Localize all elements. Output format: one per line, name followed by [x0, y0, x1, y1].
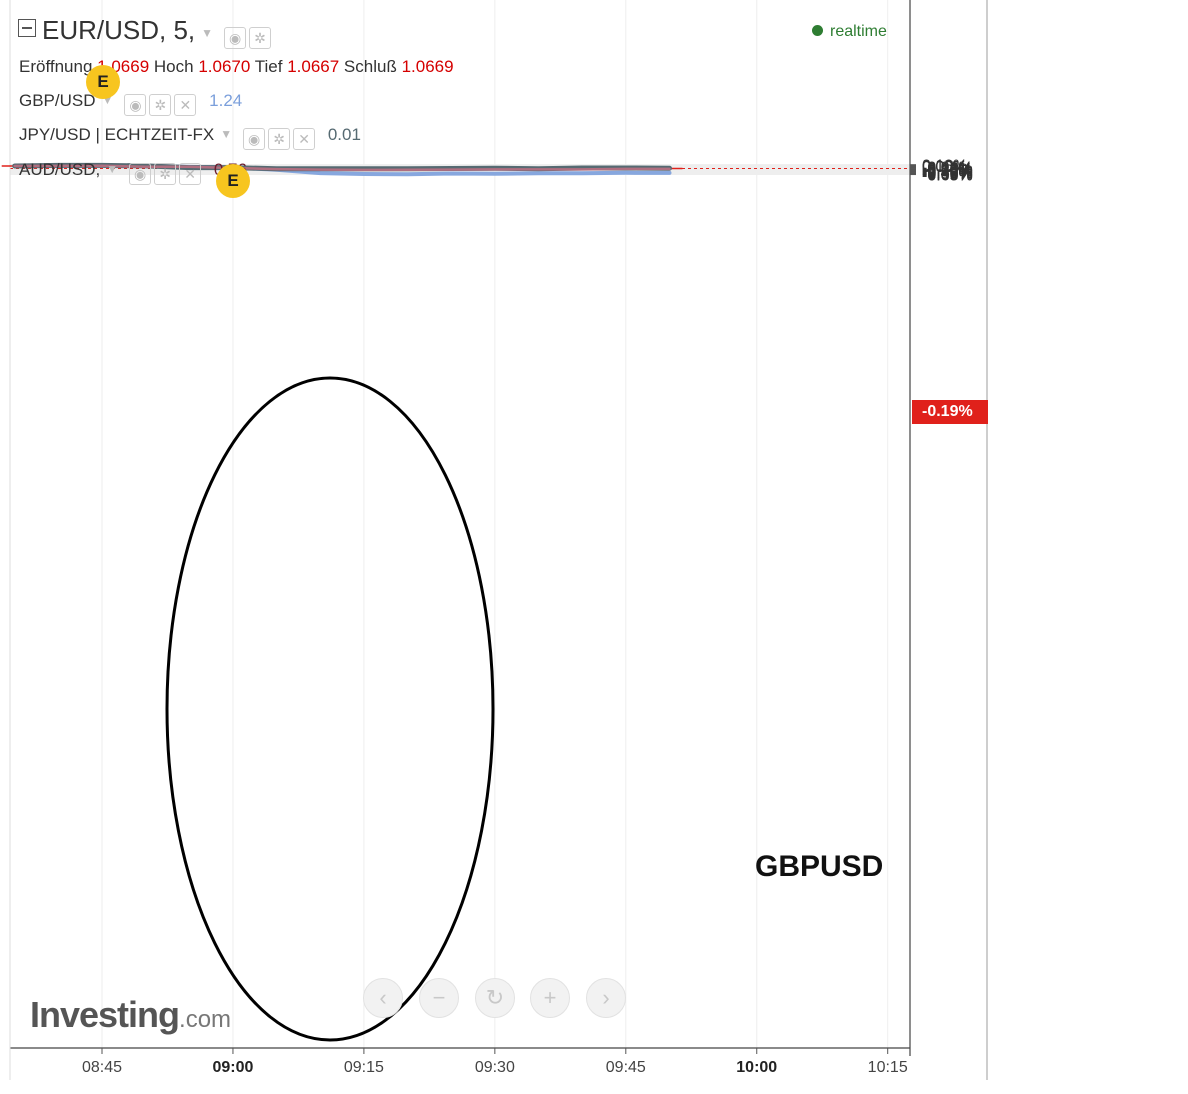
chevron-down-icon[interactable]: ▼ [106, 162, 119, 176]
close-icon[interactable]: ✕ [179, 163, 202, 185]
legend-gbpusd[interactable]: GBP/USD ▼ ◉ ✲ ✕ 1.24 [19, 91, 242, 116]
x-tick-label: 09:45 [606, 1059, 646, 1076]
plus-icon: + [543, 985, 557, 1010]
y-tick-label: 0.10% [922, 158, 967, 175]
series-line-audusd [13, 164, 671, 172]
x-tick-label: 09:30 [475, 1059, 515, 1076]
logo-main: Investing [30, 994, 180, 1035]
symbol-title[interactable]: EUR/USD, 5, ▼ ◉ ✲ [18, 15, 272, 49]
x-tick-label: 09:15 [344, 1059, 384, 1076]
open-label: Eröffnung [19, 57, 93, 76]
zoom-out-button[interactable]: − [419, 978, 459, 1018]
comparison-lines [12, 162, 672, 177]
y-tick-label: -0.60% [922, 167, 973, 184]
eye-icon[interactable]: ◉ [124, 94, 147, 116]
y-tick-label: -0.40% [922, 164, 973, 181]
highlight-ellipse [165, 376, 495, 1042]
chevron-right-icon: › [602, 985, 610, 1010]
legend-audusd[interactable]: AUD/USD,▼◉✲✕ 0.76 [19, 160, 247, 185]
realtime-label: realtime [830, 23, 887, 40]
low-label: Tief [254, 57, 283, 76]
legend-gbpusd-value: 1.24 [209, 91, 243, 110]
close-value: 1.0669 [401, 57, 454, 76]
x-tick-label: 08:45 [82, 1059, 122, 1076]
legend-gbpusd-name: GBP/USD [19, 91, 96, 110]
gear-icon[interactable]: ✲ [268, 128, 291, 150]
chart-frame [9, 0, 988, 1080]
y-tick-label: -0.15% [922, 161, 973, 178]
legend-audusd-name: AUD/USD, [19, 160, 101, 179]
chevron-down-icon[interactable]: ▼ [220, 127, 233, 141]
zoom-in-button[interactable]: + [530, 978, 570, 1018]
eye-icon[interactable]: ◉ [224, 27, 247, 49]
reset-icon: ↻ [485, 985, 505, 1010]
y-tick-label: -0.25% [922, 162, 973, 179]
logo-suffix: .com [179, 1006, 232, 1033]
current-price-tag: -0.19% [912, 400, 988, 424]
legend-jpyusd-name: JPY/USD | ECHTZEIT-FX [19, 125, 215, 144]
y-tick-label: -0.20% [922, 162, 973, 179]
y-tick-label: -0.35% [922, 164, 973, 181]
event-marker[interactable]: E [216, 164, 250, 198]
chevron-left-icon: ‹ [379, 985, 387, 1010]
collapse-icon[interactable] [18, 19, 36, 37]
y-tick-label: -0.05% [922, 160, 973, 177]
reset-button[interactable]: ↻ [475, 978, 515, 1018]
annotation-label: GBPUSD [755, 850, 884, 883]
symbol-label: EUR/USD, 5, [42, 15, 196, 45]
axes: 0.10%0.05%0.00%-0.05%-0.10%-0.15%-0.20%-… [82, 158, 973, 1076]
gear-icon[interactable]: ✲ [154, 163, 177, 185]
investing-logo: Investing.com [30, 994, 231, 1036]
high-label: Hoch [153, 57, 194, 76]
x-tick-label: 09:00 [212, 1059, 253, 1076]
chevron-down-icon[interactable]: ▼ [101, 93, 114, 107]
eye-icon[interactable]: ◉ [243, 128, 266, 150]
close-label: Schluß [343, 57, 397, 76]
y-tick-label: -0.50% [922, 166, 973, 183]
close-icon[interactable]: ✕ [174, 94, 197, 116]
y-tick-label: 0.05% [922, 158, 967, 175]
chevron-down-icon[interactable]: ▼ [201, 26, 214, 40]
y-tick-label: -0.55% [922, 166, 973, 183]
y-tick-label: -0.65% [922, 168, 973, 185]
y-tick-label: 0.00% [922, 159, 967, 176]
minus-icon: − [432, 985, 446, 1010]
realtime-indicator: realtime [812, 23, 887, 41]
y-tick-label: -0.45% [922, 165, 973, 182]
low-value: 1.0667 [287, 57, 340, 76]
close-icon[interactable]: ✕ [293, 128, 316, 150]
scroll-right-button[interactable]: › [586, 978, 626, 1018]
grid [10, 0, 910, 1048]
event-marker[interactable]: E [86, 65, 120, 99]
scroll-left-button[interactable]: ‹ [363, 978, 403, 1018]
legend-jpyusd-value: 0.01 [327, 125, 361, 144]
status-dot-icon [812, 25, 823, 36]
legend-jpyusd[interactable]: JPY/USD | ECHTZEIT-FX ▼ ◉ ✲ ✕ 0.01 [19, 125, 361, 150]
gear-icon[interactable]: ✲ [149, 94, 172, 116]
ohlc-row: Eröffnung 1.0669 Hoch 1.0670 Tief 1.0667… [19, 57, 454, 77]
high-value: 1.0670 [198, 57, 251, 76]
x-tick-label: 10:15 [868, 1059, 908, 1076]
eye-icon[interactable]: ◉ [129, 163, 152, 185]
gear-icon[interactable]: ✲ [249, 27, 272, 49]
y-tick-label: -0.10% [922, 160, 973, 177]
x-tick-label: 10:00 [736, 1059, 777, 1076]
y-tick-label: -0.30% [922, 163, 973, 180]
